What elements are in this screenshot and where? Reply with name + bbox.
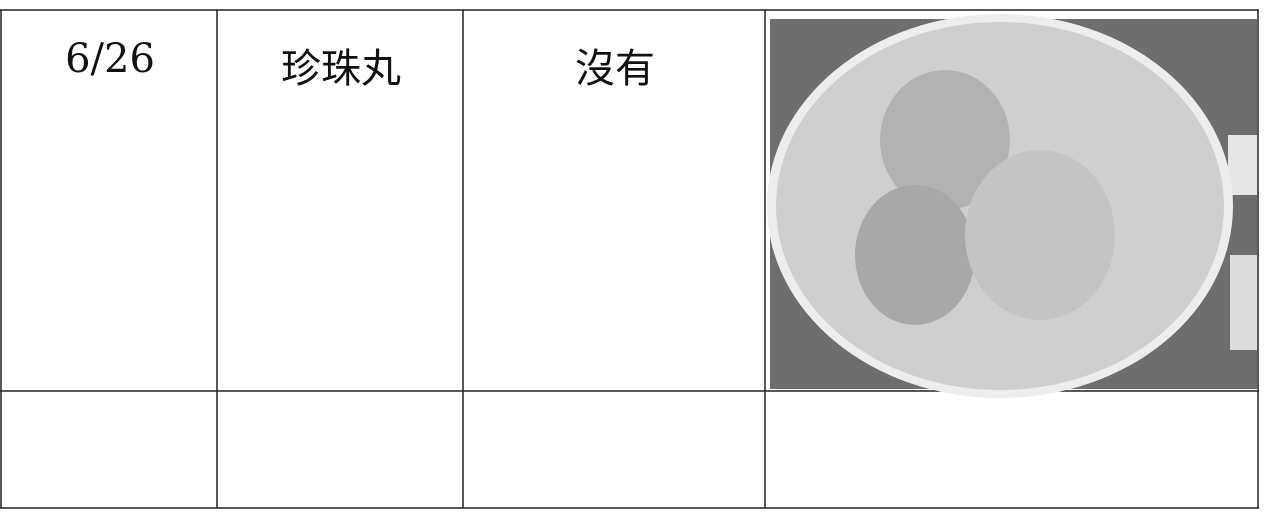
date-cell: 6/26 [65,36,155,82]
item-cell: 珍珠丸 [281,46,401,92]
food-photo [767,14,1257,398]
status-cell: 沒有 [575,46,655,92]
